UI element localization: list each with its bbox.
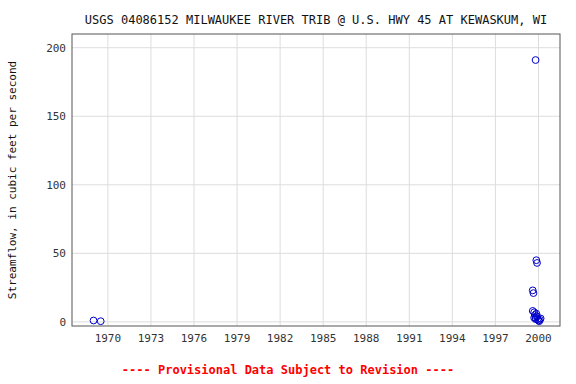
grid-line xyxy=(107,34,108,326)
grid-line xyxy=(194,34,195,326)
tick-label: 1991 xyxy=(396,332,423,345)
tick-label: 1985 xyxy=(310,332,337,345)
grid-line xyxy=(72,253,560,254)
tick-label: 2000 xyxy=(525,332,552,345)
tick-label: 1976 xyxy=(181,332,208,345)
tick-label: 50 xyxy=(53,247,66,260)
chart: 1970 1973 1976 1979 1982 1985 1988 1991 1994 1997… xyxy=(0,0,576,384)
tick-label: 200 xyxy=(46,42,66,55)
tick-label: 150 xyxy=(46,110,66,123)
plot-area xyxy=(72,34,560,326)
grid-line xyxy=(409,34,410,326)
point xyxy=(532,57,539,64)
grid-line xyxy=(72,116,560,117)
point xyxy=(534,260,541,267)
point xyxy=(529,308,536,315)
tick-label: 1997 xyxy=(482,332,509,345)
tick-label: 1982 xyxy=(267,332,294,345)
annotation: ---- Provisional Data Subject to Revisio… xyxy=(122,363,454,377)
tick-label: 0 xyxy=(59,316,66,329)
grid-line xyxy=(280,34,281,326)
tick-label: 1970 xyxy=(95,332,122,345)
point xyxy=(530,290,537,297)
tick-label: 1994 xyxy=(439,332,466,345)
title: USGS 04086152 MILWAUKEE RIVER TRIB @ U.S… xyxy=(85,13,547,27)
grid xyxy=(72,34,560,326)
grid-line xyxy=(150,34,151,326)
points xyxy=(90,57,544,325)
tick-label: 100 xyxy=(46,179,66,192)
grid-line xyxy=(237,34,238,326)
axis-label: Streamflow, in cubic feet per second xyxy=(6,61,19,299)
tick-label: 1973 xyxy=(138,332,165,345)
grid-line xyxy=(323,34,324,326)
grid-line xyxy=(72,184,560,185)
plot-frame xyxy=(72,34,560,326)
grid-line xyxy=(538,34,539,326)
point xyxy=(532,316,539,323)
tick-label: 1988 xyxy=(353,332,380,345)
grid-line xyxy=(72,321,560,322)
point xyxy=(97,318,104,325)
grid-line xyxy=(72,47,560,48)
grid-line xyxy=(366,34,367,326)
point xyxy=(90,317,97,324)
grid-line xyxy=(452,34,453,326)
grid-line xyxy=(495,34,496,326)
tick-label: 1979 xyxy=(224,332,251,345)
